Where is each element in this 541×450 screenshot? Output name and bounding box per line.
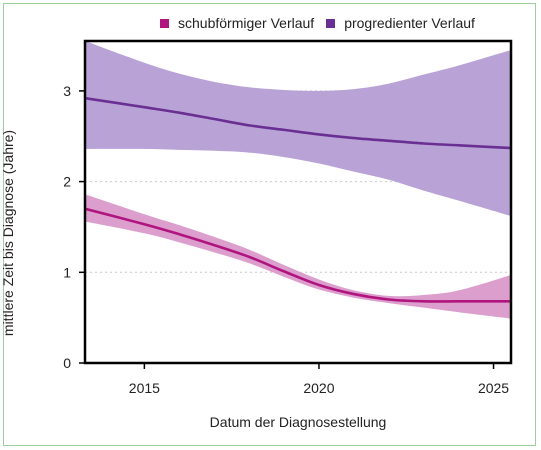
y-tick-label-0: 0 [63,355,71,371]
confidence-band-progredient [85,41,511,217]
series-line-schubfoermig [85,207,511,303]
legend: schubförmiger Verlauf progredienter Verl… [160,15,487,31]
x-tick-label-2020: 2020 [303,380,334,396]
y-tick-label-1: 1 [63,264,71,280]
x-tick-label-2015: 2015 [129,380,160,396]
series-group [85,41,511,319]
legend-label-progredient: progredienter Verlauf [344,15,475,31]
y-tick-label-3: 3 [63,83,71,99]
legend-swatch-progredient [326,18,336,28]
legend-item-progredient: progredienter Verlauf [326,15,475,31]
y-tick-label-2: 2 [63,174,71,190]
x-tick-label-2025: 2025 [478,380,509,396]
legend-swatch-schubfoermig [160,18,169,28]
confidence-band-schubfoermig [85,194,511,319]
x-axis-label: Datum der Diagnosestellung [209,414,387,430]
plot-axes-box [83,39,513,365]
legend-item-schubfoermig: schubförmiger Verlauf [160,15,314,31]
legend-label-schubfoermig: schubförmiger Verlauf [178,15,315,31]
series-line-progredient [85,96,511,150]
